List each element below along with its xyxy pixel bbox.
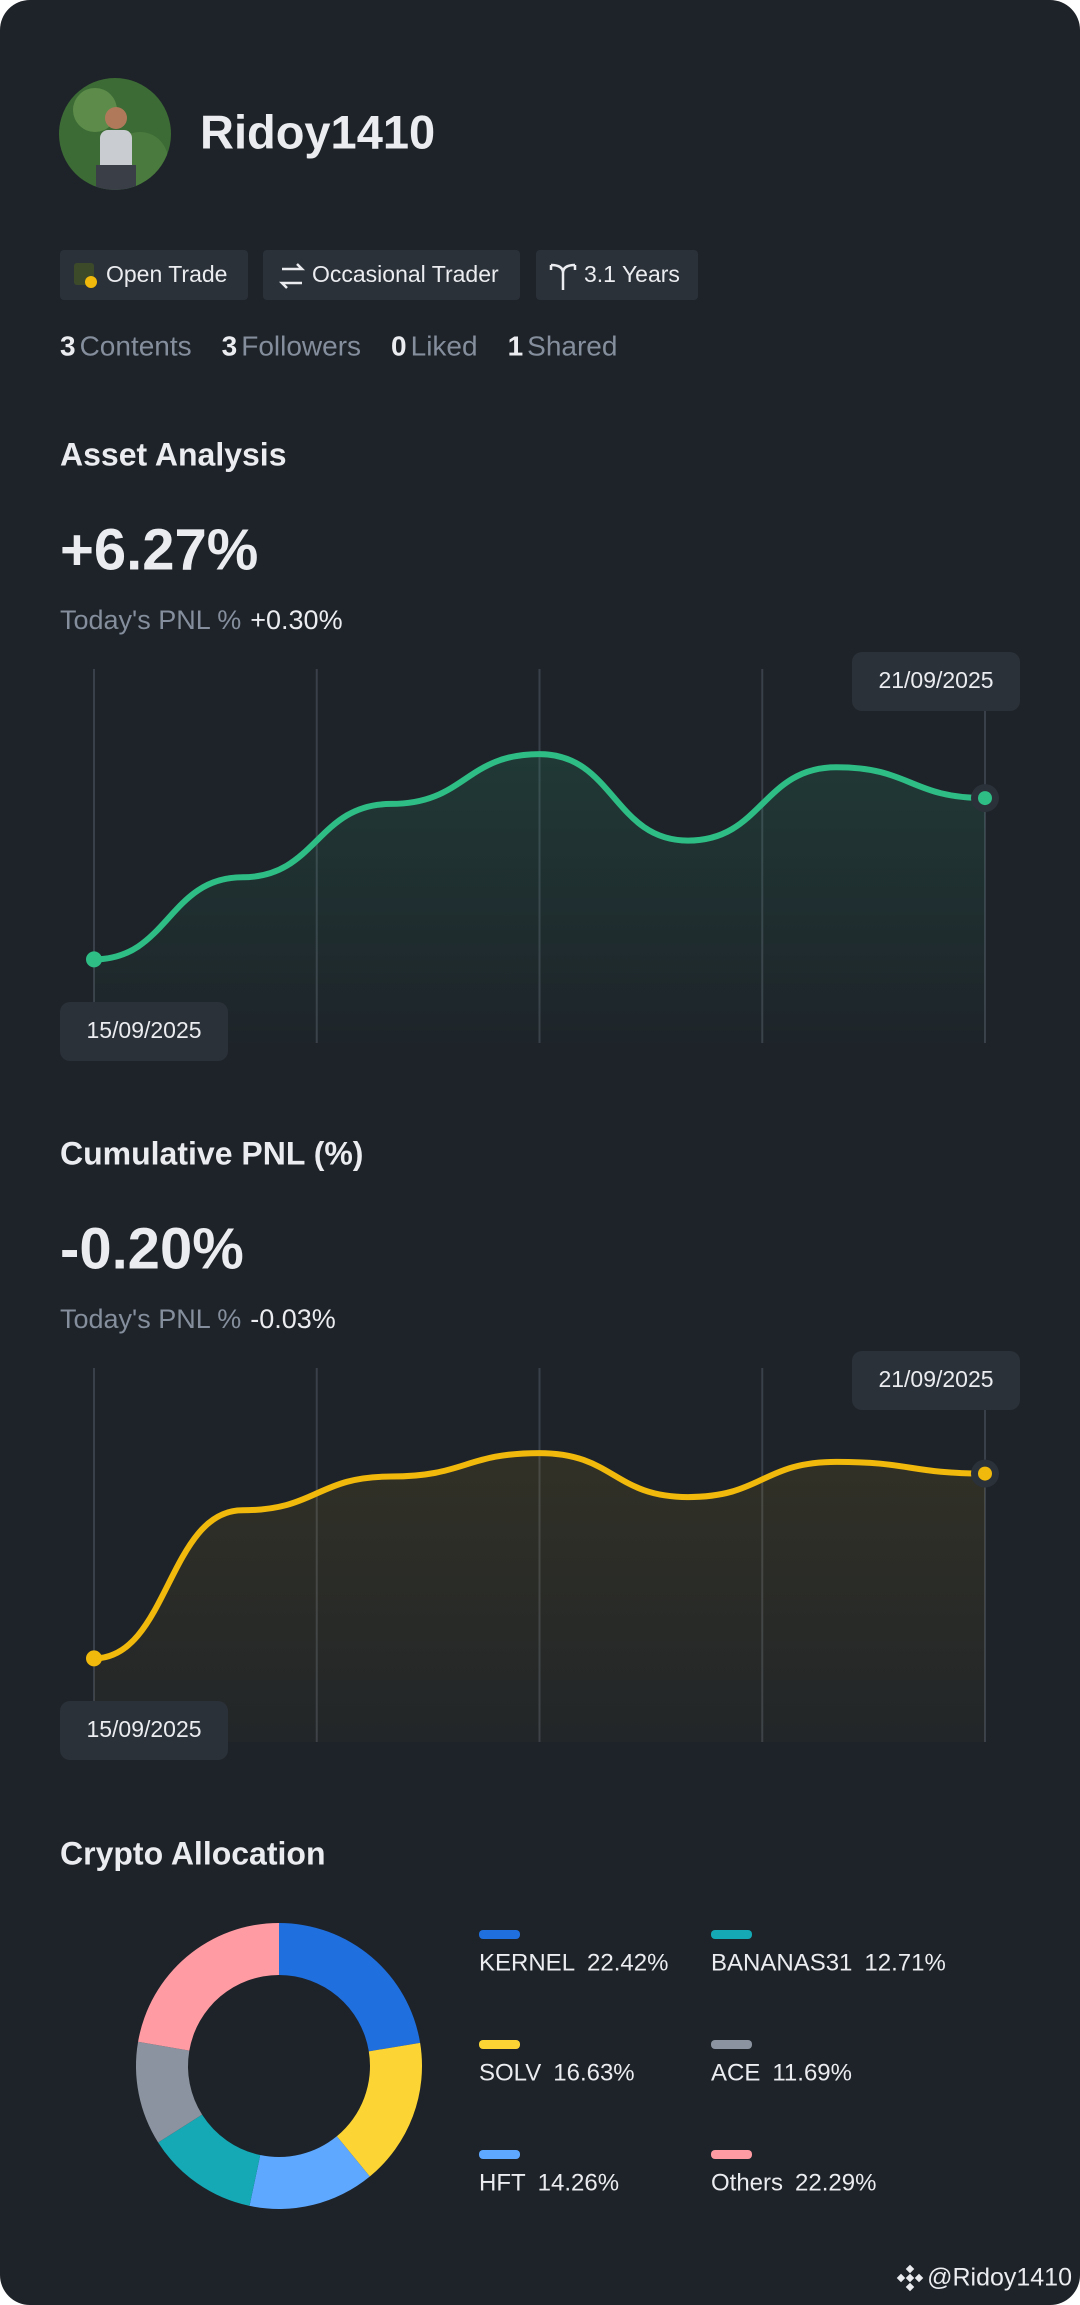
- donut-segment: [336, 2042, 423, 2177]
- stat-count: 0: [391, 330, 407, 361]
- today-value: +0.30%: [250, 605, 342, 635]
- stats: 3 Contents 3 Followers 0 Liked 1 Shared: [60, 330, 617, 361]
- stat-label: Contents: [80, 330, 192, 361]
- legend-name: HFT: [479, 2169, 526, 2196]
- tag: Open Trade: [60, 250, 248, 300]
- date-label: 15/09/2025: [86, 1017, 201, 1043]
- headline-value: +6.27%: [60, 517, 258, 582]
- avatar: [59, 78, 171, 190]
- legend-value: 22.42%: [587, 1949, 668, 1976]
- legend-name: BANANAS31: [711, 1949, 852, 1976]
- stat-count: 1: [508, 330, 524, 361]
- footer-handle: @Ridoy1410: [927, 2264, 1072, 2292]
- start-point: [86, 1650, 102, 1667]
- section-title: Asset Analysis: [60, 436, 286, 472]
- section-title: Crypto Allocation: [60, 1835, 325, 1871]
- legend-name: Others: [711, 2169, 783, 2196]
- line: [91, 751, 988, 963]
- username: Ridoy1410: [200, 105, 435, 158]
- date-label: 21/09/2025: [878, 667, 993, 693]
- date-bubble: [60, 1002, 228, 1061]
- today-label: Today's PNL %: [60, 605, 241, 635]
- legend-name: ACE: [711, 2059, 760, 2086]
- headline-value: -0.20%: [60, 1216, 244, 1281]
- stat-label: Followers: [241, 330, 361, 361]
- donut-segment: [279, 1923, 421, 2052]
- legend-value: 11.69%: [772, 2059, 852, 2086]
- section-title: Cumulative PNL (%): [60, 1135, 363, 1171]
- date-label: 21/09/2025: [878, 1366, 993, 1392]
- donut-segment: [249, 2136, 370, 2209]
- legend-swatch: [479, 1930, 520, 1939]
- legend-value: 14.26%: [538, 2169, 619, 2196]
- stat-count: 3: [60, 330, 76, 361]
- line: [91, 1450, 988, 1662]
- legend-swatch: [479, 2040, 520, 2049]
- end-point: [978, 1466, 992, 1481]
- tag-label: Occasional Trader: [312, 261, 499, 287]
- date-bubble: [852, 1351, 1020, 1410]
- donut-segment: [158, 2114, 261, 2206]
- end-point: [978, 791, 992, 806]
- date-bubble: [852, 652, 1020, 711]
- line-area: [94, 1453, 985, 1742]
- date-label: 15/09/2025: [86, 1716, 201, 1742]
- legend-value: 22.29%: [795, 2169, 876, 2196]
- today-value: -0.03%: [250, 1304, 336, 1334]
- legend-swatch: [711, 2150, 752, 2159]
- tag-label: 3.1 Years: [584, 261, 680, 287]
- line-area: [94, 754, 985, 1043]
- stat-label: Shared: [527, 330, 617, 361]
- legend-swatch: [711, 2040, 752, 2049]
- donut-segment: [136, 2041, 203, 2143]
- legend-name: KERNEL: [479, 1949, 575, 1976]
- legend-value: 12.71%: [864, 1949, 945, 1976]
- donut-segment: [138, 1923, 279, 2051]
- tag: 3.1 Years: [536, 250, 698, 300]
- stat-label: Liked: [411, 330, 478, 361]
- charts: Asset Analysis +6.27% Today's PNL % +0.30% 2…: [60, 436, 1020, 2209]
- legend-value: 16.63%: [553, 2059, 634, 2086]
- tag: Occasional Trader: [263, 250, 520, 300]
- date-bubble: [60, 1701, 228, 1760]
- legend-swatch: [479, 2150, 520, 2159]
- tag-label: Open Trade: [106, 261, 227, 287]
- legend-name: SOLV: [479, 2059, 541, 2086]
- stat-count: 3: [222, 330, 238, 361]
- start-point: [86, 951, 102, 968]
- legend-swatch: [711, 1930, 752, 1939]
- today-label: Today's PNL %: [60, 1304, 241, 1334]
